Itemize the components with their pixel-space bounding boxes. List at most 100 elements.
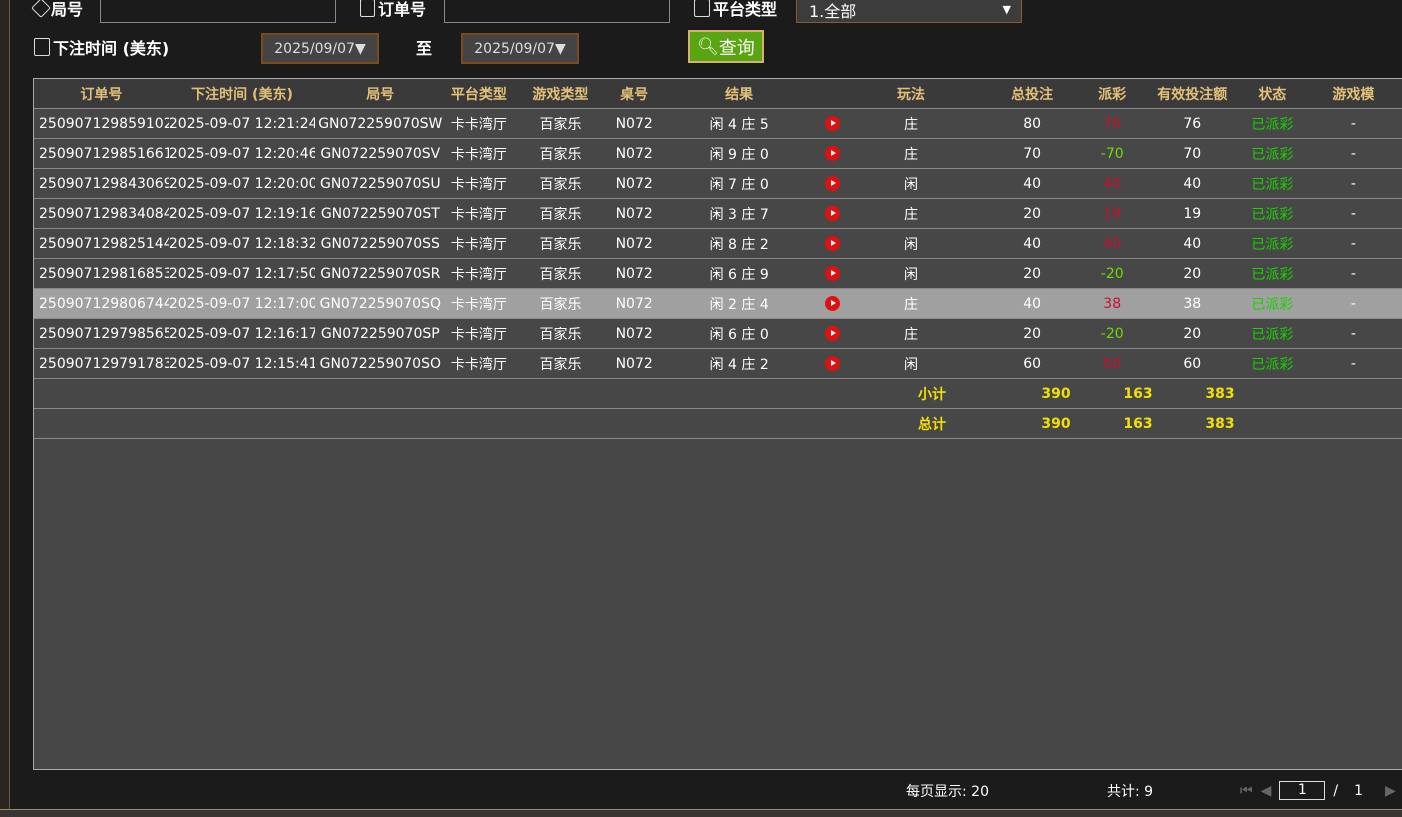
play-video-icon[interactable]	[825, 206, 841, 221]
play-video-icon[interactable]	[825, 176, 841, 191]
order-id-cell: 250907129806744	[39, 295, 169, 312]
table-row[interactable]: 250907129798565 2025-09-07 12:16:17 GN0722…	[34, 319, 1402, 349]
game-mode-cell: -	[1350, 355, 1356, 372]
table-row[interactable]: 250907129825144 2025-09-07 12:18:32 GN0722…	[34, 229, 1402, 259]
table-row[interactable]: 250907129859102 2025-09-07 12:21:24 GN0722…	[34, 109, 1402, 139]
page-input[interactable]: 1	[1279, 781, 1326, 800]
round-id-cell: GN072259070SR	[320, 265, 441, 282]
total-total-bet: 390	[1041, 415, 1071, 432]
total-label: 总计	[918, 416, 946, 433]
query-button[interactable]: 🔍︎ 查询	[688, 30, 764, 63]
play-video-icon[interactable]	[825, 236, 841, 251]
total-bet-cell: 60	[1023, 355, 1042, 372]
platform-cell: 卡卡湾厅	[450, 146, 507, 163]
pagination: ⏮ ◀ 1 / 1 ▶	[1240, 781, 1396, 800]
status-cell: 已派彩	[1251, 296, 1294, 313]
platform-select[interactable]: 1.全部 ▼	[796, 0, 1022, 23]
play-video-icon[interactable]	[825, 296, 841, 311]
first-page-icon[interactable]: ⏮	[1240, 782, 1253, 799]
bet-type-cell: 闲	[904, 266, 919, 283]
valid-bet-cell: 40	[1183, 235, 1202, 252]
round-input[interactable]	[100, 0, 336, 23]
valid-bet-cell: 19	[1183, 205, 1202, 222]
column-header: 状态	[1258, 86, 1287, 103]
result-cell: 闲 6 庄 0	[709, 326, 769, 343]
bet-time-cell: 2025-09-07 12:21:24	[168, 115, 316, 132]
round-id-cell: GN072259070SO	[319, 355, 441, 372]
column-header: 游戏类型	[532, 86, 589, 103]
total-pages: 1	[1354, 782, 1364, 799]
valid-bet-cell: 20	[1183, 265, 1202, 282]
platform-cell: 卡卡湾厅	[450, 326, 507, 343]
table-row[interactable]: 250907129806744 2025-09-07 12:17:00 GN0722…	[34, 289, 1402, 319]
document-icon	[360, 0, 375, 17]
video-cell[interactable]	[818, 176, 847, 192]
left-edge	[0, 0, 10, 817]
column-header: 有效投注额	[1157, 86, 1228, 103]
result-cell: 闲 6 庄 9	[709, 266, 769, 283]
valid-bet-cell: 70	[1183, 145, 1202, 162]
play-video-icon[interactable]	[825, 146, 841, 161]
video-cell[interactable]	[818, 266, 847, 282]
round-filter-label: 局号	[31, 0, 83, 20]
bet-time-cell: 2025-09-07 12:15:41	[168, 355, 316, 372]
column-header: 平台类型	[450, 86, 507, 103]
to-label: 至	[416, 39, 433, 58]
status-cell: 已派彩	[1251, 176, 1294, 193]
play-video-icon[interactable]	[825, 116, 841, 131]
game-mode-cell: -	[1350, 175, 1356, 192]
column-header: 局号	[366, 86, 395, 103]
time-filter-label: 下注时间 (美东)	[34, 35, 169, 59]
game-type-cell: 百家乐	[539, 296, 582, 313]
table-row[interactable]: 250907129834084 2025-09-07 12:19:16 GN0722…	[34, 199, 1402, 229]
bet-records-table: 订单号 下注时间 (美东) 局号 平台类型 游戏类型 桌号 结果 玩法 总投注 派彩 有效投注额 状态…	[33, 78, 1402, 770]
status-cell: 已派彩	[1251, 236, 1294, 253]
table-row[interactable]: 250907129843069 2025-09-07 12:20:00 GN0722…	[34, 169, 1402, 199]
table-row[interactable]: 250907129851661 2025-09-07 12:20:46 GN0722…	[34, 139, 1402, 169]
subtotal-label: 小计	[918, 386, 946, 403]
table-row[interactable]: 250907129816853 2025-09-07 12:17:50 GN0722…	[34, 259, 1402, 289]
subtotal-valid-bet: 383	[1205, 385, 1235, 402]
date-to-picker[interactable]: 2025/09/07 ▼	[461, 33, 579, 64]
video-cell[interactable]	[818, 236, 847, 252]
order-id-cell: 250907129816853	[39, 265, 169, 282]
platform-cell: 卡卡湾厅	[450, 176, 507, 193]
list-icon	[694, 0, 710, 17]
payout-cell: 60	[1103, 355, 1122, 372]
table-id-cell: N072	[615, 265, 653, 282]
table-id-cell: N072	[615, 145, 653, 162]
bet-type-cell: 闲	[904, 356, 919, 373]
play-video-icon[interactable]	[825, 326, 841, 341]
video-cell[interactable]	[818, 356, 847, 372]
platform-selected-value: 1.全部	[809, 1, 857, 21]
play-video-icon[interactable]	[825, 266, 841, 281]
subtotal-payout: 163	[1123, 385, 1153, 402]
round-id-cell: GN072259070SS	[320, 235, 440, 252]
bet-type-cell: 闲	[904, 176, 919, 193]
game-mode-cell: -	[1350, 295, 1356, 312]
total-payout: 163	[1123, 415, 1153, 432]
video-cell[interactable]	[818, 146, 847, 162]
play-video-icon[interactable]	[825, 356, 841, 371]
table-id-cell: N072	[615, 295, 653, 312]
video-cell[interactable]	[818, 206, 847, 222]
platform-filter-label: 平台类型	[694, 0, 777, 20]
next-page-icon[interactable]: ▶	[1385, 782, 1396, 799]
bet-type-cell: 庄	[904, 326, 919, 343]
bet-type-cell: 庄	[904, 116, 919, 133]
video-cell[interactable]	[818, 116, 847, 132]
query-button-label: 查询	[718, 37, 755, 59]
date-to-value: 2025/09/07	[474, 40, 555, 57]
order-input[interactable]	[444, 0, 670, 23]
game-type-cell: 百家乐	[539, 176, 582, 193]
video-cell[interactable]	[818, 296, 847, 312]
column-header: 玩法	[896, 86, 925, 103]
bet-time-cell: 2025-09-07 12:17:00	[168, 295, 316, 312]
video-cell[interactable]	[818, 326, 847, 342]
date-from-picker[interactable]: 2025/09/07 ▼	[261, 33, 379, 64]
table-row[interactable]: 250907129791783 2025-09-07 12:15:41 GN0722…	[34, 349, 1402, 379]
prev-page-icon[interactable]: ◀	[1260, 782, 1272, 799]
bet-type-cell: 闲	[904, 236, 919, 253]
game-type-cell: 百家乐	[539, 206, 582, 223]
total-bet-cell: 40	[1023, 235, 1042, 252]
